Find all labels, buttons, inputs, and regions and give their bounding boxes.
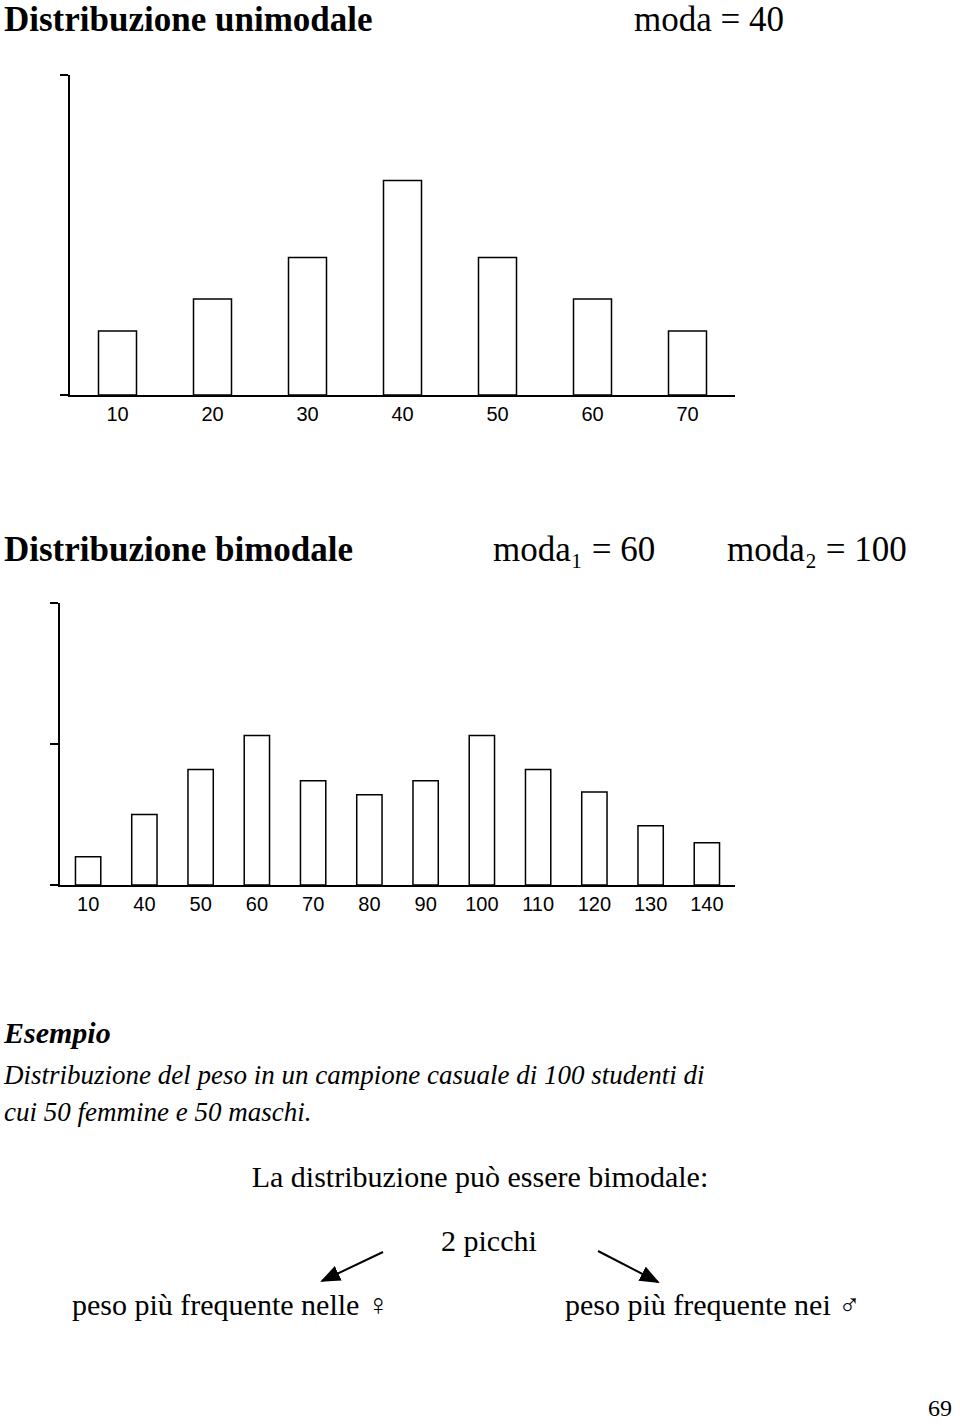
svg-text:10: 10 bbox=[77, 893, 99, 915]
svg-text:120: 120 bbox=[578, 893, 611, 915]
html-text:moda = 40: moda = 40 bbox=[634, 0, 784, 39]
svg-text:90: 90 bbox=[415, 893, 437, 915]
svg-text:20: 20 bbox=[201, 403, 223, 425]
svg-text:140: 140 bbox=[690, 893, 723, 915]
html-text:La distribuzione può essere bi: La distribuzione può essere bimodale: bbox=[251, 1160, 709, 1193]
svg-text:10: 10 bbox=[106, 403, 128, 425]
svg-text:110: 110 bbox=[522, 893, 554, 915]
html-text:Distribuzione del peso in un c: Distribuzione del peso in un campione ca… bbox=[4, 1060, 705, 1090]
svg-text:70: 70 bbox=[676, 403, 698, 425]
svg-text:60: 60 bbox=[581, 403, 603, 425]
html-text:2 picchi: 2 picchi bbox=[441, 1224, 537, 1257]
html-text:moda₂ = 100: moda₂ = 100 bbox=[727, 530, 907, 569]
html-text:69: 69 bbox=[928, 1395, 952, 1421]
svg-text:30: 30 bbox=[296, 403, 318, 425]
svg-text:50: 50 bbox=[190, 893, 212, 915]
html-text:peso più frequente nelle ♀: peso più frequente nelle ♀ bbox=[72, 1288, 390, 1321]
svg-text:70: 70 bbox=[302, 893, 324, 915]
html-text:moda₁ = 60: moda₁ = 60 bbox=[493, 530, 656, 569]
html-text:peso più frequente nei ♂: peso più frequente nei ♂ bbox=[565, 1288, 861, 1321]
svg-text:100: 100 bbox=[465, 893, 498, 915]
svg-text:80: 80 bbox=[358, 893, 380, 915]
svg-text:40: 40 bbox=[391, 403, 413, 425]
html-text:cui 50 femmine e 50 maschi.: cui 50 femmine e 50 maschi. bbox=[4, 1097, 312, 1127]
svg-text:60: 60 bbox=[246, 893, 268, 915]
svg-text:130: 130 bbox=[634, 893, 667, 915]
html-text:Distribuzione unimodale: Distribuzione unimodale bbox=[4, 0, 373, 39]
svg-text:50: 50 bbox=[486, 403, 508, 425]
svg-text:40: 40 bbox=[133, 893, 155, 915]
html-text:Esempio: Esempio bbox=[4, 1016, 111, 1049]
html-text:Distribuzione bimodale: Distribuzione bimodale bbox=[4, 530, 353, 569]
